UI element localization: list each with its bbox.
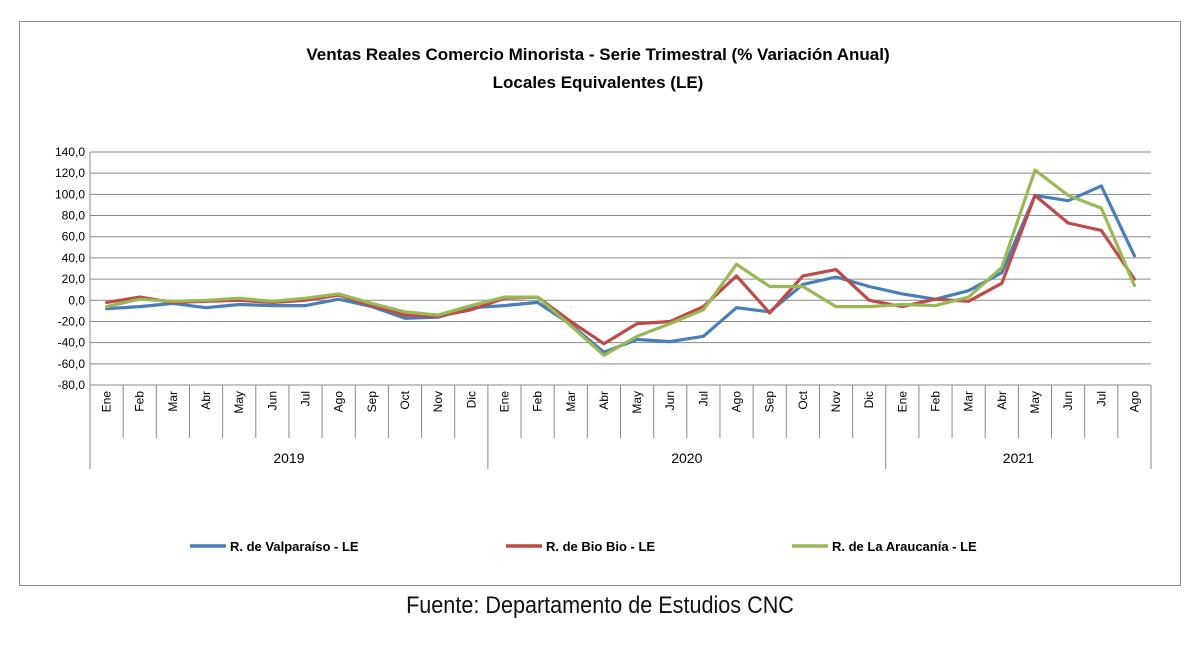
series-line-1: [104, 184, 1137, 354]
series-line-3: [104, 168, 1137, 357]
chart: Ventas Reales Comercio Minorista - Serie…: [55, 45, 1152, 554]
chart-subtitle: Locales Equivalentes (LE): [493, 73, 704, 92]
x-tick-label: Ene: [895, 391, 909, 413]
y-tick-label: -80,0: [58, 378, 86, 392]
x-tick-label: Jul: [299, 391, 313, 406]
y-tick-label: 0,0: [68, 293, 85, 307]
x-tick-label: Nov: [829, 391, 843, 412]
x-tick-label: Nov: [431, 391, 445, 412]
x-tick-label: Mar: [564, 391, 578, 412]
legend: R. de Valparaíso - LE R. de Bio Bio - LE R…: [190, 539, 977, 554]
x-tick-label: Abr: [199, 391, 213, 410]
y-tick-label: 120,0: [55, 166, 85, 180]
x-tick-label: Abr: [995, 391, 1009, 410]
x-group-label: 2020: [671, 450, 702, 466]
x-tick-label: May: [1028, 391, 1042, 414]
x-axis: Ene Feb Mar Abr May Jun Jul Ago Sep Oct Nov Dic Ene F…: [89, 385, 1152, 469]
x-tick-label: Sep: [365, 391, 379, 413]
x-tick-label: Ago: [332, 391, 346, 413]
x-tick-label: Ene: [497, 391, 511, 413]
x-group-label: 2021: [1003, 450, 1034, 466]
x-tick-label: Jun: [1061, 391, 1075, 410]
y-axis-ticks: 140,0 120,0 100,0 80,0 60,0 40,0 20,0 0,0 -20,0 -…: [55, 145, 85, 392]
x-tick-label: Dic: [464, 391, 478, 408]
legend-label-2: R. de Bio Bio - LE: [546, 539, 655, 554]
y-tick-label: 80,0: [62, 209, 86, 223]
x-tick-label: Jul: [1094, 391, 1108, 406]
y-tick-label: 20,0: [62, 272, 86, 286]
x-tick-label: Feb: [928, 391, 942, 412]
legend-label-3: R. de La Araucanía - LE: [832, 539, 977, 554]
x-tick-label: Abr: [597, 391, 611, 410]
gridlines: [89, 151, 1151, 386]
x-tick-label: May: [630, 391, 644, 414]
y-tick-label: 140,0: [55, 145, 85, 159]
y-tick-label: 100,0: [55, 187, 85, 201]
x-tick-label: Dic: [862, 391, 876, 408]
legend-label-1: R. de Valparaíso - LE: [230, 539, 359, 554]
chart-frame: Ventas Reales Comercio Minorista - Serie…: [19, 21, 1181, 586]
y-tick-label: -60,0: [58, 357, 86, 371]
x-tick-label: Ago: [1127, 391, 1141, 413]
x-tick-label: Jun: [265, 391, 279, 410]
x-group-label: 2019: [273, 450, 304, 466]
y-tick-label: 40,0: [62, 251, 86, 265]
x-tick-label: Ene: [100, 391, 114, 413]
x-tick-label: Mar: [962, 391, 976, 412]
y-tick-label: 60,0: [62, 230, 86, 244]
x-tick-label: Ago: [730, 391, 744, 413]
chart-title: Ventas Reales Comercio Minorista - Serie…: [306, 45, 889, 64]
x-tick-label: Jun: [663, 391, 677, 410]
x-tick-label: Oct: [398, 390, 412, 409]
x-tick-label: May: [232, 391, 246, 414]
x-tick-label: Oct: [796, 390, 810, 409]
x-tick-label: Sep: [763, 391, 777, 413]
x-tick-label: Feb: [531, 391, 545, 412]
x-tick-label: Mar: [166, 391, 180, 412]
x-tick-label: Jul: [696, 391, 710, 406]
source-note: Fuente: Departamento de Estudios CNC: [406, 592, 794, 619]
y-tick-label: -20,0: [58, 314, 86, 328]
y-tick-label: -40,0: [58, 336, 86, 350]
series-lines: [104, 168, 1137, 357]
x-tick-label: Feb: [133, 391, 147, 412]
